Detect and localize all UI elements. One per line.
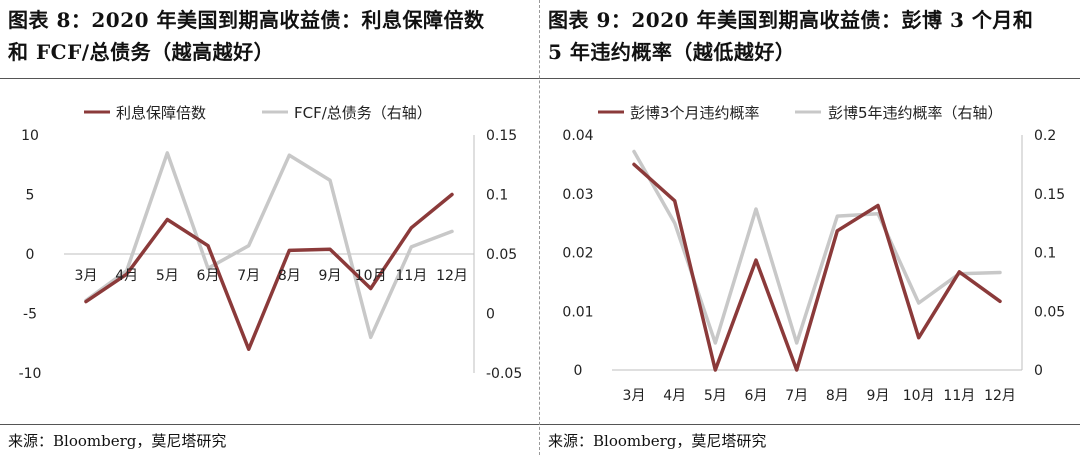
chart-title-line1: 图表 9：2020 年美国到期高收益债：彭博 3 个月和 [548, 8, 1034, 32]
x-tick-label: 5月 [704, 388, 727, 404]
footer-rule [0, 424, 540, 425]
panel-default-probability: 图表 9：2020 年美国到期高收益债：彭博 3 个月和 5 年违约概率（越低越… [540, 0, 1080, 455]
y-right-tick-label: 0.1 [486, 188, 508, 204]
legend-label-2: 彭博5年违约概率（右轴） [828, 104, 1003, 122]
series-line-1 [632, 162, 1002, 372]
y-left-tick-label: 0 [574, 363, 583, 379]
y-left-tick-label: -5 [23, 307, 37, 323]
header-rule [0, 78, 540, 79]
x-tick-label: 12月 [436, 268, 468, 284]
chart-title-line2: 5 年违约概率（越低越好） [548, 40, 796, 64]
header-rule [540, 78, 1080, 79]
x-tick-label: 12月 [984, 388, 1016, 404]
y-left-tick-label: 0.02 [562, 246, 593, 262]
x-tick-label: 9月 [867, 388, 890, 404]
y-left-tick-label: -10 [19, 366, 42, 382]
y-right-tick-label: 0.1 [1034, 246, 1056, 262]
panel-divider [539, 0, 540, 455]
series-line-1 [84, 192, 454, 351]
chart-title: 图表 9：2020 年美国到期高收益债：彭博 3 个月和 5 年违约概率（越低越… [548, 4, 1076, 68]
y-left-tick-label: 0 [26, 247, 35, 263]
y-left-tick-label: 0.01 [562, 304, 593, 320]
y-right-tick-label: -0.05 [486, 366, 522, 382]
x-tick-label: 9月 [319, 268, 342, 284]
x-tick-label: 8月 [826, 388, 849, 404]
series-line-2 [84, 151, 454, 340]
panel-interest-coverage: 图表 8：2020 年美国到期高收益债：利息保障倍数 和 FCF/总债务（越高越… [0, 4, 540, 450]
chart-title: 图表 8：2020 年美国到期高收益债：利息保障倍数 和 FCF/总债务（越高越… [8, 4, 536, 68]
x-tick-label: 4月 [663, 388, 686, 404]
x-tick-label: 4月 [115, 268, 138, 284]
x-tick-label: 7月 [785, 388, 808, 404]
y-right-tick-label: 0.05 [1034, 304, 1065, 320]
y-left-tick-label: 0.03 [562, 187, 593, 203]
x-tick-label: 7月 [237, 268, 260, 284]
chart-interest-coverage: 利息保障倍数 FCF/总债务（右轴） 10 5 0 -5 -10 0.15 0.1 0.05 0 -0… [19, 104, 523, 382]
source-note: 来源：Bloomberg，莫尼塔研究 [548, 432, 767, 450]
chart-title-line2: 和 FCF/总债务（越高越好） [8, 40, 275, 64]
y-left-tick-label: 10 [21, 128, 39, 144]
source-note: 来源：Bloomberg，莫尼塔研究 [8, 432, 227, 450]
y-right-tick-label: 0 [1034, 363, 1043, 379]
y-right-tick-label: 0.15 [1034, 187, 1065, 203]
y-right-tick-label: 0.15 [486, 128, 517, 144]
y-right-tick-label: 0.2 [1034, 128, 1056, 144]
x-tick-label: 8月 [278, 268, 301, 284]
x-tick-label: 10月 [355, 268, 387, 284]
x-tick-label: 6月 [197, 268, 220, 284]
y-left-tick-label: 0.04 [562, 128, 593, 144]
series-line-2 [632, 149, 1002, 345]
x-tick-label: 11月 [395, 268, 427, 284]
y-left-tick-label: 5 [26, 188, 35, 204]
chart-default-probability: 彭博3个月违约概率 彭博5年违约概率（右轴） 0.04 0.03 0.02 0.01 0 0.… [562, 104, 1065, 404]
x-tick-label: 10月 [903, 388, 935, 404]
x-tick-label: 3月 [623, 388, 646, 404]
legend-label-1: 利息保障倍数 [116, 104, 206, 122]
x-tick-label: 5月 [156, 268, 179, 284]
y-right-tick-label: 0 [486, 307, 495, 323]
y-right-tick-label: 0.05 [486, 247, 517, 263]
x-tick-label: 3月 [75, 268, 98, 284]
legend-label-1: 彭博3个月违约概率 [630, 104, 760, 122]
x-tick-label: 11月 [943, 388, 975, 404]
legend-label-2: FCF/总债务（右轴） [294, 104, 432, 122]
x-tick-label: 6月 [745, 388, 768, 404]
footer-rule [540, 424, 1080, 425]
chart-title-line1: 图表 8：2020 年美国到期高收益债：利息保障倍数 [8, 8, 485, 32]
